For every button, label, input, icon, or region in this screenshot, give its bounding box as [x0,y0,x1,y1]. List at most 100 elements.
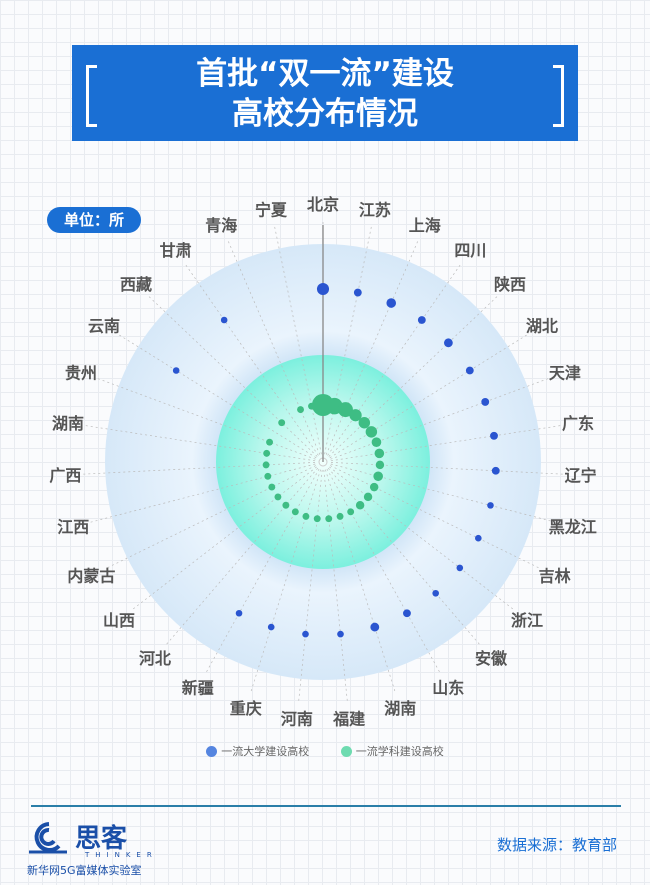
data-source: 数据来源：教育部 [496,836,617,854]
category-label: 青海 [205,216,237,235]
spoke [327,467,480,645]
spoke [166,467,319,645]
university-dot [370,622,380,632]
university-dot [386,298,397,308]
logo-subtext: THINKER [85,851,158,859]
footer-divider [31,805,621,807]
thinker-logo: 思客 THINKER [27,820,152,859]
category-label: 广西 [49,466,81,485]
category-label: 安徽 [475,649,508,668]
university-dot [432,589,439,597]
university-dot [235,609,243,617]
spoke [325,469,396,692]
legend-university: 一流大学建设高校 [206,745,309,758]
spoke [327,264,461,456]
spoke [328,296,498,457]
category-label: 黑龙江 [549,518,597,537]
legend-dot-green [340,746,352,757]
discipline-dot [336,512,344,520]
discipline-dot [347,508,355,516]
spoke [330,462,563,475]
category-label: 内蒙古 [67,567,115,586]
category-label: 云南 [88,317,120,336]
university-dot [456,564,464,572]
university-dot [475,534,482,542]
discipline-dot [266,438,273,446]
spoke [330,463,556,523]
legend-discipline: 一流学科建设高校 [340,745,444,758]
category-label: 陕西 [494,275,526,294]
category-label: 甘肃 [160,241,192,260]
category-label: 山西 [103,611,135,630]
spoke [274,226,322,455]
legend-dot-blue [206,746,218,757]
discipline-dot [278,419,286,427]
university-dot [302,630,309,638]
right-bracket [553,65,564,127]
spoke [329,334,527,459]
category-label: 西藏 [120,275,152,294]
university-dot [487,502,494,509]
category-label: 吉林 [539,567,571,586]
discipline-dot [369,482,379,492]
category-label: 湖南 [52,414,84,433]
category-label: 福建 [332,710,365,729]
category-label: 宁夏 [255,200,288,219]
university-dot [490,431,498,440]
spoke [330,465,539,569]
spoke [228,241,321,455]
category-label: 江西 [57,518,89,537]
spoke [119,334,317,459]
spoke [323,469,348,701]
spoke [107,465,316,569]
discipline-dot [262,461,270,469]
university-dot [337,630,344,638]
legend-label: 一流大学建设高校 [221,745,310,758]
discipline-dot [263,449,271,457]
discipline-dot [302,512,310,520]
category-label: 辽宁 [565,466,597,485]
discipline-dot [313,515,321,523]
category-label: 湖南 [384,699,416,718]
category-label: 河北 [139,649,171,668]
discipline-dot [297,406,304,414]
title-line1: 首批“双一流”建设 [196,56,454,92]
category-label: 新疆 [182,679,214,698]
lab-name: 新华网5G富媒体实验室 [27,864,142,877]
category-label: 贵州 [65,363,97,382]
spoke [185,264,319,456]
spoke [326,468,440,673]
spoke [83,462,316,475]
category-label: 四川 [454,241,486,260]
university-dot [353,288,362,297]
spoke [298,469,323,701]
category-label: 河南 [281,710,313,729]
spoke [330,378,549,460]
university-dot [316,282,330,296]
spoke [324,226,372,455]
title-line2: 高校分布情况 [232,96,418,132]
university-dot [465,366,474,375]
discipline-dot [358,416,371,429]
left-bracket [86,65,97,127]
university-dot [417,316,426,324]
legend: 一流大学建设高校 一流学科建设高校 [0,743,650,759]
logo-swirl-icon [29,822,67,854]
category-label: 天津 [549,363,581,382]
discipline-dot [363,492,373,502]
discipline-dot [308,402,315,410]
discipline-dot [375,460,385,470]
title-banner: 首批“双一流”建设 高校分布情况 [72,45,578,141]
discipline-dot [374,448,385,459]
category-label: 北京 [307,195,339,214]
university-dot [443,338,453,348]
discipline-dot [264,472,272,480]
spoke [132,466,317,610]
university-dot [172,367,180,374]
category-label: 广东 [562,414,594,433]
spoke [206,468,320,673]
discipline-dot [268,483,276,491]
spoke [329,466,514,610]
university-dot [220,316,228,324]
